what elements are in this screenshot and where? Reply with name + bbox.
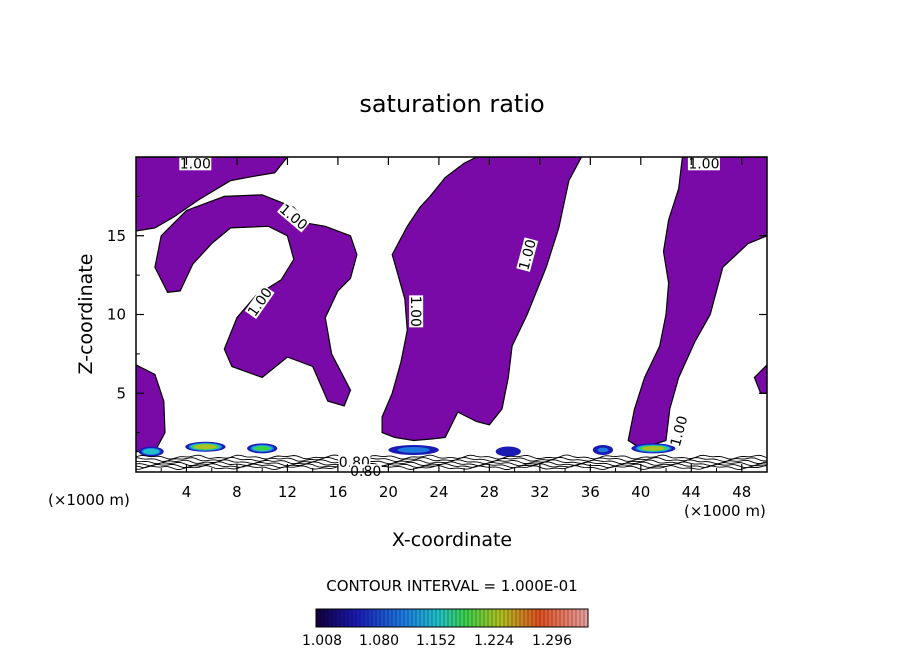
- contour-label-bg-8: [349, 464, 382, 479]
- colorbar-tick-label-2: 1.152: [416, 633, 456, 649]
- colorbar-tick-label-3: 1.224: [474, 633, 514, 649]
- y-tick-label-10: 10: [107, 306, 126, 324]
- contour-label-bg-1: [276, 201, 311, 233]
- contour-label-bg-6: [667, 413, 690, 449]
- cloud-core-0-level-3: [143, 448, 160, 455]
- colorbar-tick-label-1: 1.080: [359, 633, 399, 649]
- x-tick-label-28: 28: [480, 483, 499, 501]
- x-tick-label-36: 36: [581, 483, 600, 501]
- colorbar-divisions: [319, 609, 585, 627]
- x-tick-label-32: 32: [530, 483, 549, 501]
- chart-title: saturation ratio: [359, 90, 544, 118]
- cloud-core-6-level-5: [641, 446, 665, 451]
- supersaturated-regions: [136, 157, 767, 453]
- contour-label-4: 1.00: [516, 238, 540, 272]
- contour-label-5: 1.00: [688, 156, 719, 172]
- region-5: [753, 364, 767, 394]
- x-tick-label-20: 20: [379, 483, 398, 501]
- surface-contours: [136, 454, 767, 471]
- x-tick-label-44: 44: [682, 483, 701, 501]
- contour-label-bg-3: [409, 295, 424, 328]
- x-tick-label-24: 24: [429, 483, 448, 501]
- y-tick-label-5: 5: [116, 384, 126, 402]
- region-4: [136, 364, 166, 453]
- y-tick-label-15: 15: [107, 227, 126, 245]
- x-tick-label-40: 40: [631, 483, 650, 501]
- surface-contour-1: [136, 456, 767, 462]
- surface-contour-3: [136, 461, 767, 467]
- surface-contour-0: [136, 454, 767, 460]
- contour-label-3: 1.00: [407, 296, 423, 327]
- x-unit-left: (×1000 m): [48, 491, 130, 509]
- surface-contour-5: [136, 465, 767, 471]
- y-axis-label: Z-coordinate: [75, 254, 97, 375]
- contour-label-bg-4: [516, 237, 539, 272]
- contour-label-0: 1.00: [180, 156, 211, 172]
- x-axis-label: X-coordinate: [392, 529, 512, 551]
- region-2: [381, 157, 583, 442]
- cloud-core-2-level-4: [254, 446, 271, 451]
- x-unit-right: (×1000 m): [684, 502, 766, 520]
- contour-label-6: 1.00: [668, 414, 692, 448]
- cloud-core-5-level-2: [597, 447, 609, 453]
- colorbar-tick-labels: 1.008 1.080 1.152 1.224 1.296: [302, 633, 572, 649]
- colorbar-tick-label-4: 1.296: [532, 633, 572, 649]
- x-tick-label-4: 4: [182, 483, 192, 501]
- cloud-core-1-level-5: [194, 444, 217, 450]
- colorbar-tick-label-0: 1.008: [302, 633, 342, 649]
- cloud-core-4-level-1: [498, 447, 519, 456]
- x-tick-label-12: 12: [278, 483, 297, 501]
- contour-label-bg-2: [244, 284, 275, 320]
- x-tick-label-8: 8: [232, 483, 242, 501]
- region-3: [627, 157, 767, 450]
- contour-label-bg-0: [179, 156, 212, 171]
- region-0: [136, 157, 289, 232]
- x-tick-label-16: 16: [328, 483, 347, 501]
- contour-label-bg-5: [687, 156, 720, 171]
- x-tick-label-48: 48: [732, 483, 751, 501]
- contour-interval-label: CONTOUR INTERVAL = 1.000E-01: [326, 577, 577, 595]
- cloud-core-3-level-2: [397, 447, 430, 453]
- cloud-cores: [138, 441, 676, 457]
